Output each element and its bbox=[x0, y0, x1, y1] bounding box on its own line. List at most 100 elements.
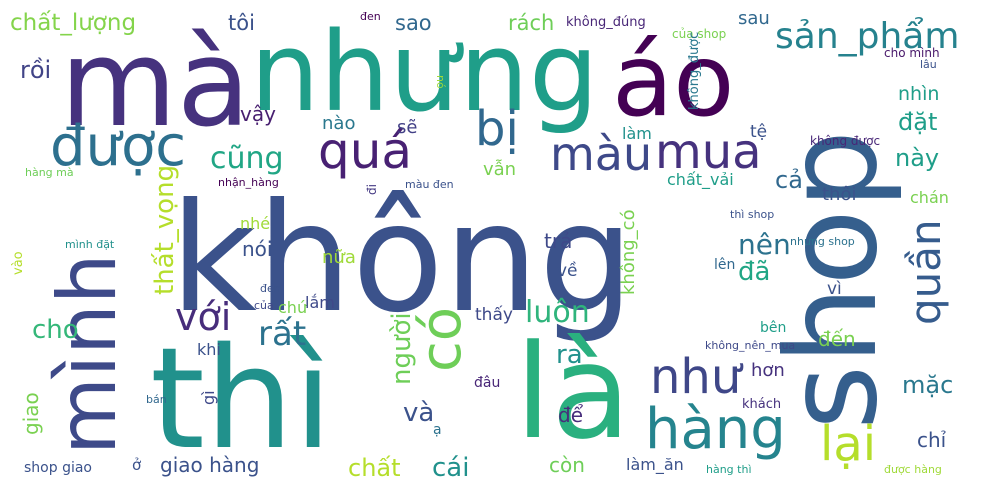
cloud-word: với bbox=[175, 295, 231, 339]
cloud-word: được bbox=[50, 114, 186, 179]
cloud-word: nào bbox=[322, 113, 355, 134]
cloud-word: khi bbox=[197, 340, 221, 359]
cloud-word: đen bbox=[360, 10, 381, 23]
cloud-word: vẫn bbox=[483, 159, 516, 180]
cloud-word: ra bbox=[556, 340, 583, 370]
cloud-word: giao bbox=[19, 392, 43, 435]
cloud-word: như bbox=[650, 349, 744, 405]
cloud-word: làm_ăn bbox=[626, 455, 684, 475]
cloud-word: hàng bbox=[645, 397, 786, 462]
cloud-word: tôi bbox=[228, 11, 255, 35]
cloud-word: nhận_hàng bbox=[218, 176, 279, 189]
cloud-word: về bbox=[557, 260, 578, 281]
cloud-word: không_nên_mua bbox=[705, 339, 795, 352]
cloud-word: vì bbox=[827, 279, 842, 299]
cloud-word: cũng bbox=[210, 141, 284, 176]
cloud-word: nữa bbox=[322, 247, 356, 268]
cloud-word: đặt bbox=[898, 108, 937, 136]
cloud-word: tệ bbox=[750, 122, 767, 142]
cloud-word: ạ bbox=[433, 422, 442, 438]
cloud-word: bị bbox=[475, 101, 519, 157]
cloud-word: chất_vải bbox=[667, 170, 734, 190]
cloud-word: thôi bbox=[822, 184, 856, 205]
cloud-word: vào bbox=[11, 251, 26, 275]
cloud-word: mặc bbox=[902, 371, 953, 399]
cloud-word: quần bbox=[901, 219, 950, 325]
cloud-word: cả bbox=[775, 166, 803, 194]
cloud-word: luôn bbox=[525, 295, 590, 330]
cloud-word: bán bbox=[146, 393, 167, 406]
cloud-word: mà bbox=[60, 15, 250, 154]
cloud-word: đi bbox=[365, 184, 379, 195]
cloud-word: chất bbox=[348, 454, 401, 482]
cloud-word: nhé bbox=[240, 214, 270, 233]
cloud-word: cho mình bbox=[884, 46, 940, 60]
cloud-word: rất bbox=[258, 314, 306, 354]
cloud-word: đến bbox=[818, 327, 856, 351]
cloud-word: chán bbox=[910, 188, 949, 207]
cloud-word: mình đặt bbox=[65, 238, 115, 251]
cloud-word: nhìn bbox=[898, 83, 939, 105]
cloud-word: của shop bbox=[672, 27, 726, 41]
cloud-word: còn bbox=[549, 453, 585, 477]
cloud-word: khách bbox=[742, 397, 781, 412]
cloud-word: nhưng shop bbox=[790, 235, 855, 248]
cloud-word: mua bbox=[655, 124, 762, 180]
cloud-word: thì shop bbox=[730, 208, 774, 221]
cloud-word: giao hàng bbox=[160, 453, 259, 477]
cloud-word: và bbox=[403, 398, 434, 428]
cloud-word: này bbox=[895, 144, 939, 172]
cloud-word: gì bbox=[199, 390, 218, 405]
cloud-word: màu bbox=[550, 127, 652, 181]
cloud-word: vậy bbox=[240, 102, 276, 126]
cloud-word: mình bbox=[41, 253, 134, 455]
cloud-word: rồi bbox=[20, 56, 51, 84]
cloud-word: không_đúng bbox=[566, 15, 646, 30]
cloud-word: chất_lượng bbox=[10, 10, 136, 36]
cloud-word: trả bbox=[544, 229, 572, 253]
cloud-word: hàng mà bbox=[25, 166, 74, 179]
cloud-word: không_được bbox=[687, 32, 702, 110]
cloud-word: nên bbox=[738, 228, 791, 261]
cloud-word: màu đen bbox=[405, 178, 454, 191]
cloud-word: không được bbox=[810, 134, 880, 148]
cloud-word: nhưng bbox=[250, 8, 599, 136]
cloud-word: của bbox=[254, 299, 274, 312]
cloud-word: chứ bbox=[278, 298, 308, 317]
cloud-word: thất_vọng bbox=[150, 165, 180, 295]
cloud-word: áo bbox=[612, 22, 734, 139]
cloud-word: lên bbox=[714, 257, 735, 273]
cloud-word: không bbox=[170, 172, 634, 346]
cloud-word: làm bbox=[622, 124, 652, 143]
cloud-word: ở bbox=[132, 456, 142, 474]
cloud-word: không_có bbox=[618, 209, 639, 295]
cloud-word: được hàng bbox=[884, 463, 942, 476]
cloud-word: thì bbox=[150, 318, 333, 481]
cloud-word: thấy bbox=[475, 304, 513, 325]
cloud-word: cho bbox=[32, 315, 79, 345]
cloud-word: nó bbox=[434, 75, 447, 89]
cloud-word: nói bbox=[242, 237, 272, 261]
cloud-word: sao bbox=[395, 11, 432, 35]
cloud-word: cái bbox=[432, 453, 469, 483]
cloud-word: người bbox=[387, 312, 417, 385]
cloud-word: lại bbox=[820, 416, 876, 472]
cloud-word: sản_phẩm bbox=[775, 16, 959, 57]
cloud-word: hơn bbox=[751, 360, 785, 381]
cloud-word: có bbox=[409, 307, 474, 372]
cloud-word: rách bbox=[508, 11, 554, 35]
cloud-word: sẽ bbox=[397, 117, 417, 138]
cloud-word: shop giao bbox=[24, 460, 92, 476]
cloud-word: đâu bbox=[474, 375, 500, 391]
cloud-word: đen bbox=[260, 282, 281, 295]
cloud-word: hàng thì bbox=[706, 463, 752, 476]
cloud-word: sau bbox=[738, 8, 770, 29]
cloud-word: lâu bbox=[920, 58, 937, 71]
cloud-word: lắm bbox=[305, 293, 335, 312]
cloud-word: để bbox=[558, 403, 584, 427]
cloud-word: quá bbox=[318, 122, 412, 180]
cloud-word: bên bbox=[760, 320, 786, 336]
